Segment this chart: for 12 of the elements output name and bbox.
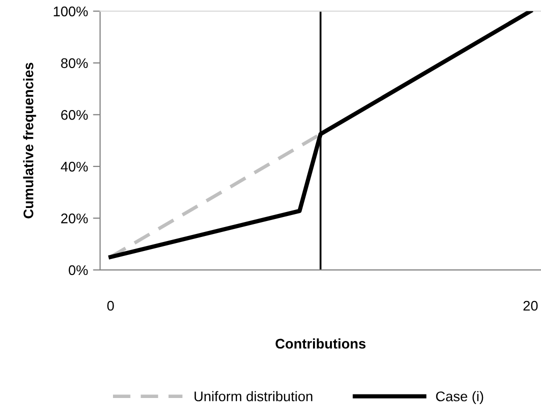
y-axis-title: Cumulative frequencies bbox=[23, 62, 36, 218]
y-tick-label: 100% bbox=[54, 6, 88, 16]
y-tick-label: 60% bbox=[61, 110, 88, 120]
legend-label: Uniform distribution bbox=[194, 391, 312, 402]
y-tick-label: 40% bbox=[60, 162, 88, 172]
x-tick-label: 0 bbox=[107, 300, 114, 311]
y-tick-label: 20% bbox=[61, 214, 88, 224]
x-axis-title: Contributions bbox=[276, 338, 366, 349]
y-tick-label: 80% bbox=[61, 58, 88, 68]
legend-label: Case (i) bbox=[436, 391, 484, 404]
y-tick-label: 0% bbox=[68, 265, 88, 276]
x-tick-label: 20 bbox=[523, 300, 538, 311]
